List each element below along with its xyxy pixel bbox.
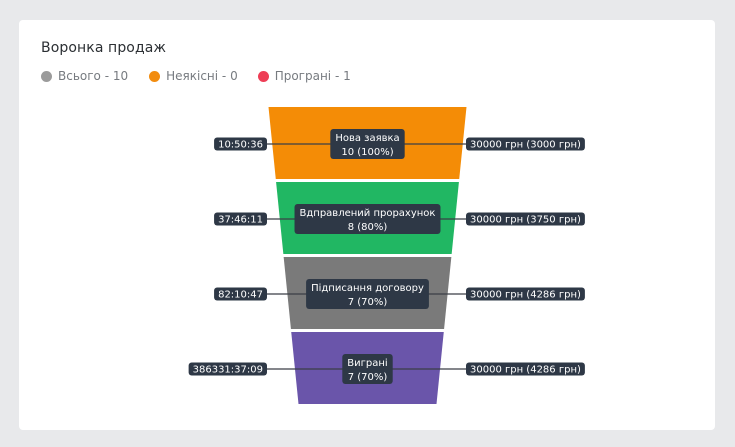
stage-count: 7 (70%) — [348, 372, 388, 383]
amount-label: 30000 грн (3750 грн) — [470, 215, 581, 226]
amount-pill — [466, 212, 585, 226]
amount-label: 30000 грн (3000 грн) — [470, 140, 581, 151]
amount-label: 30000 грн (4286 грн) — [470, 290, 581, 301]
stage-label-pill — [306, 279, 429, 309]
amount-pill — [466, 287, 585, 301]
stage-name: Підписання договору — [311, 282, 424, 294]
legend-item-lost[interactable]: Програні - 1 — [257, 69, 351, 83]
stage-count: 8 (80%) — [348, 222, 388, 233]
stage-name: Нова заявка — [335, 133, 399, 144]
stage-label-pill — [294, 204, 441, 234]
time-pill — [214, 212, 267, 226]
legend-item-unqualified[interactable]: Неякісні - 0 — [149, 69, 238, 83]
legend-dot-total — [41, 70, 52, 82]
card-title: Воронка продаж — [41, 40, 167, 56]
time-label: 37:46:11 — [218, 215, 263, 226]
legend-dot-lost — [257, 70, 269, 82]
time-pill — [214, 287, 267, 301]
stage-label-pill — [342, 354, 393, 384]
time-label: 10:50:36 — [218, 140, 263, 151]
time-pill — [188, 362, 267, 376]
legend-label-total: Всього - 10 — [58, 69, 129, 83]
amount-label: 30000 грн (4286 грн) — [470, 365, 581, 376]
stage-label-pill — [330, 129, 405, 159]
legend-label-lost: Програні - 1 — [274, 69, 351, 83]
amount-pill — [466, 137, 585, 151]
stage-count: 7 (70%) — [348, 297, 388, 308]
legend-item-total[interactable]: Всього - 10 — [41, 69, 128, 83]
legend-dot-unqualified — [149, 70, 161, 82]
amount-pill — [466, 362, 585, 376]
stage-count: 10 (100%) — [341, 147, 393, 158]
legend-label-unqualified: Неякісні - 0 — [166, 69, 238, 83]
stage-name: Виграні — [347, 357, 387, 369]
time-label: 386331:37:09 — [193, 365, 263, 376]
stage-name: Вдправлений прорахунок — [300, 208, 436, 219]
time-label: 82:10:47 — [218, 290, 263, 301]
time-pill — [214, 137, 267, 151]
legend: Всього - 10 Неякісні - 0 Програні - 1 — [41, 69, 371, 83]
